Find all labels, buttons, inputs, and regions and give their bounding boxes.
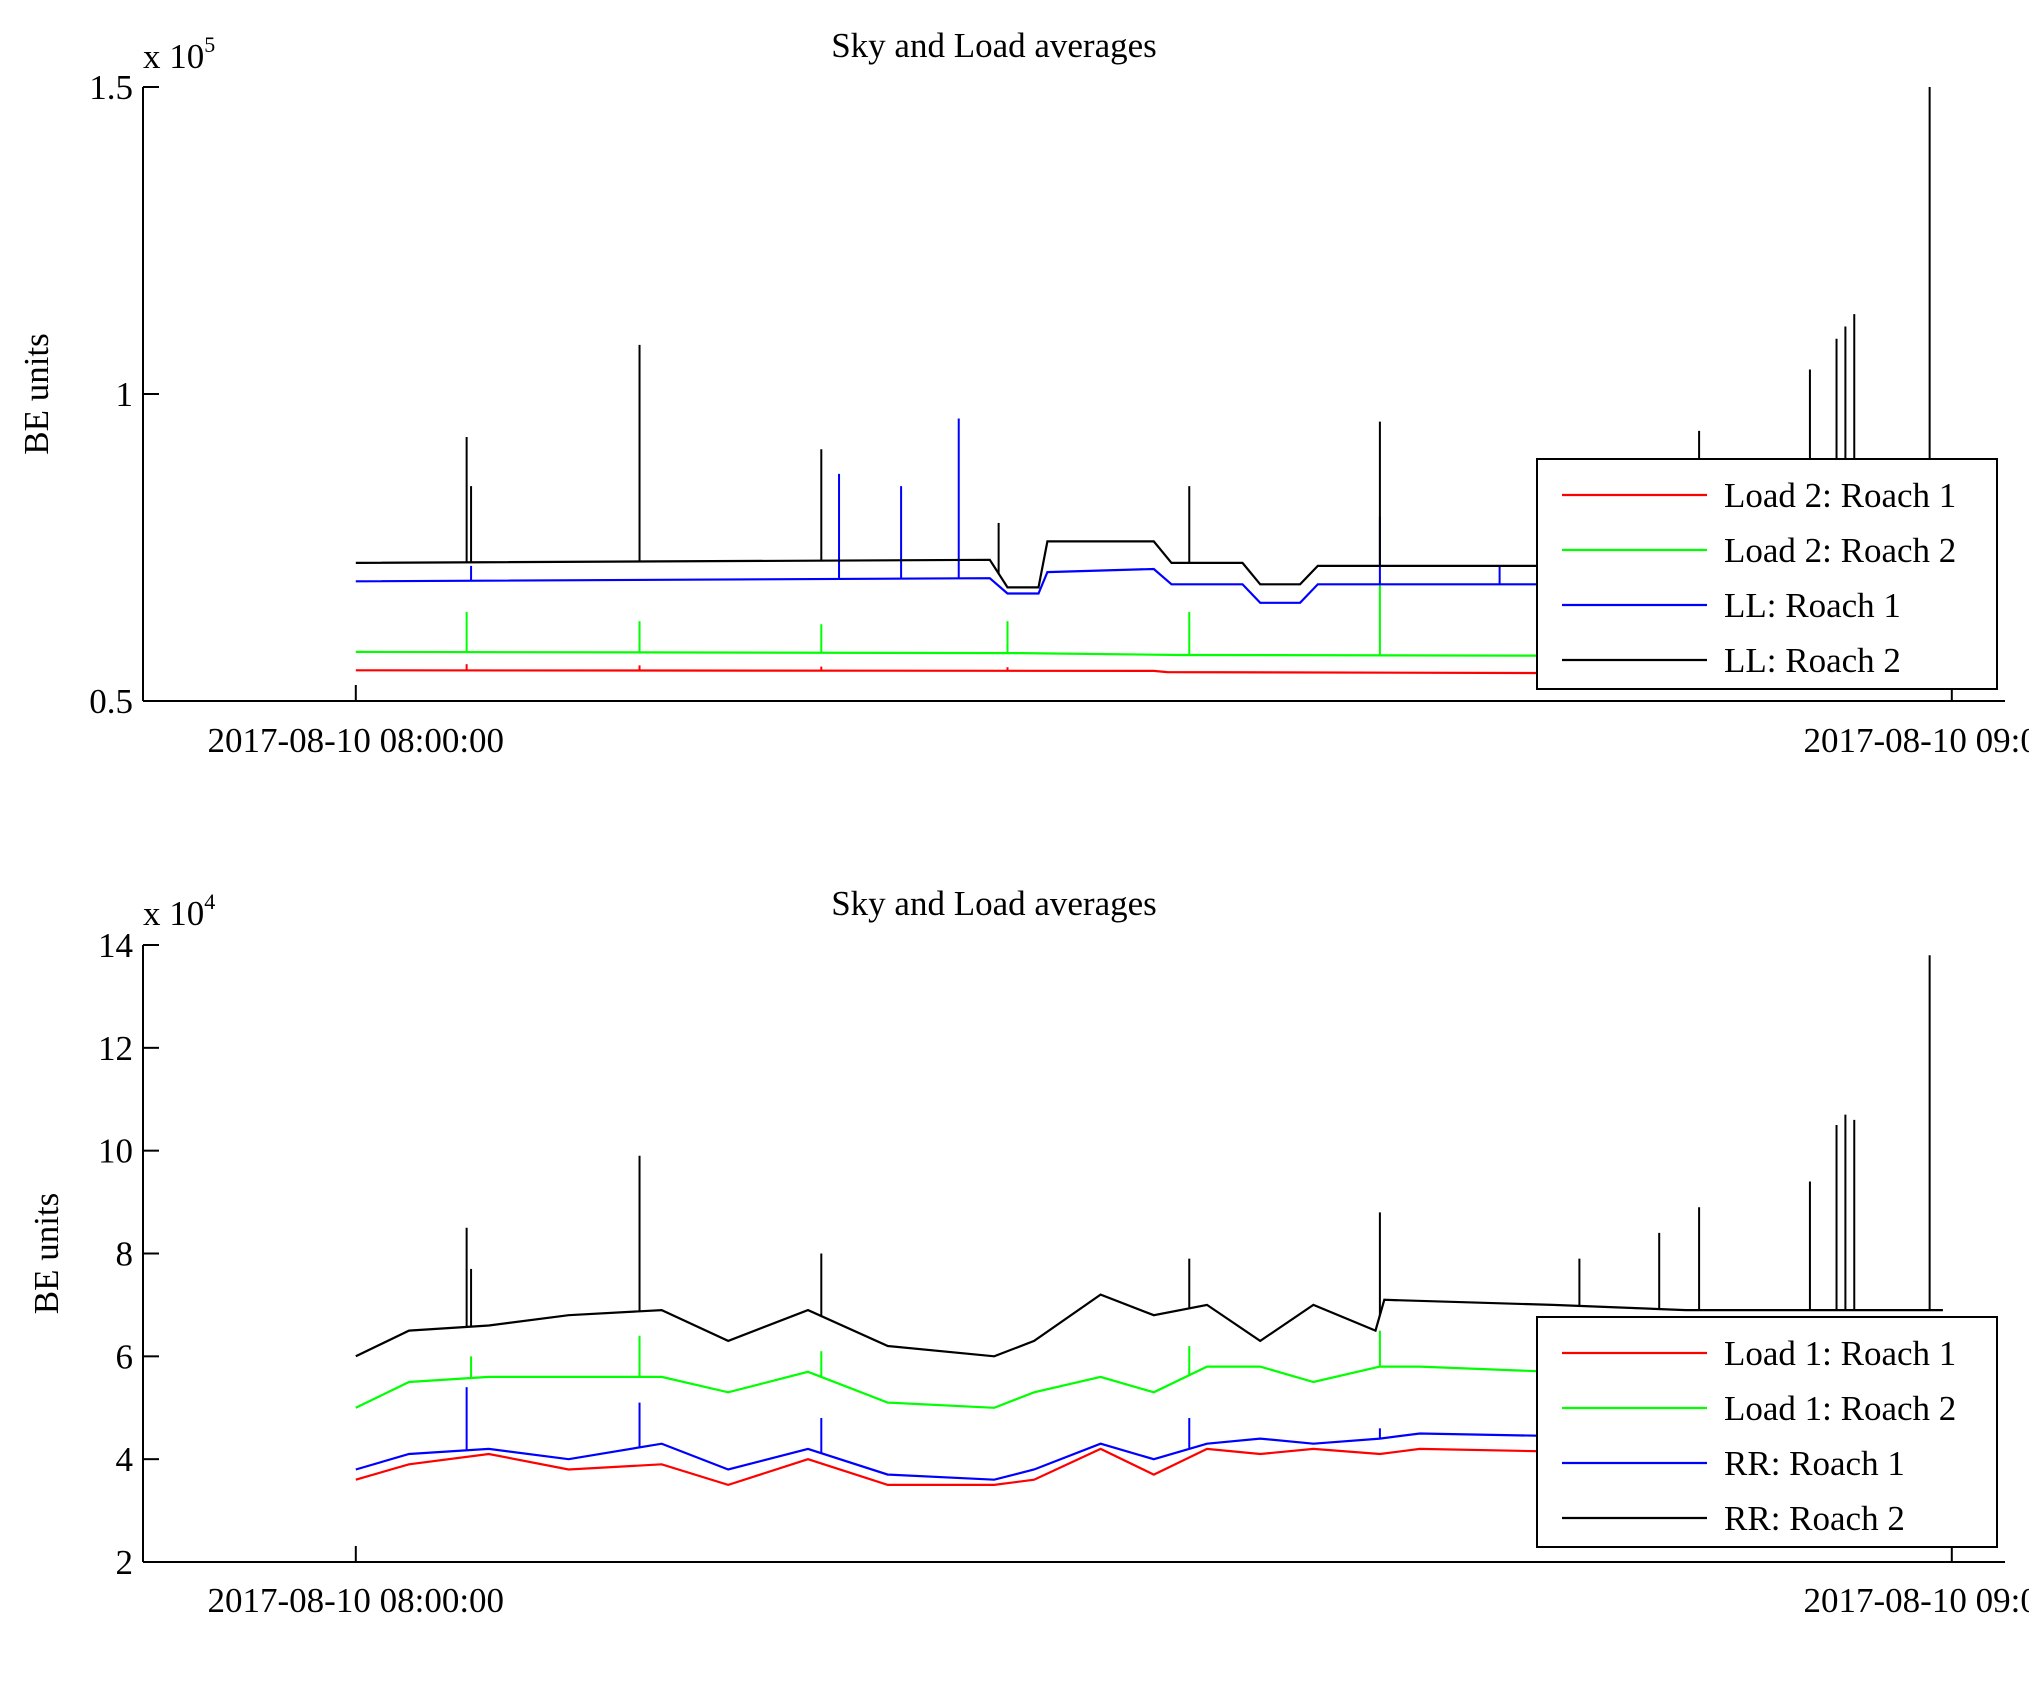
y-tick-label: 1	[116, 375, 134, 414]
series-line	[355, 540, 1793, 589]
legend-label: Load 2: Roach 1	[1724, 476, 1956, 515]
y-tick-label: 0.5	[89, 682, 133, 721]
legend-box	[1536, 1316, 1998, 1548]
y-multiplier-base: x 10	[143, 894, 204, 933]
y-tick-label: 8	[116, 1235, 134, 1274]
y-multiplier-exponent: 5	[204, 32, 215, 57]
y-tick-label: 4	[116, 1440, 134, 1479]
y-tick-label: 6	[116, 1337, 134, 1376]
y-multiplier-exponent: 4	[204, 889, 215, 914]
legend-box	[1536, 458, 1998, 690]
y-tick-label: 12	[98, 1029, 133, 1068]
y-tick-label: 2	[116, 1543, 134, 1582]
legend-label: LL: Roach 1	[1724, 586, 1901, 625]
legend-label: Load 1: Roach 1	[1724, 1334, 1956, 1373]
y-axis-label: BE units	[17, 333, 56, 455]
series-line	[355, 1365, 1943, 1409]
series-line	[355, 1293, 1943, 1358]
chart-title: Sky and Load averages	[831, 26, 1157, 65]
chart-title: Sky and Load averages	[831, 884, 1157, 923]
legend-label: LL: Roach 2	[1724, 641, 1901, 680]
x-tick-label: 2017-08-10 09:00:00	[1804, 721, 2029, 760]
legend-label: RR: Roach 1	[1724, 1444, 1905, 1483]
series-line	[355, 1432, 1943, 1481]
legend-label: RR: Roach 2	[1724, 1499, 1905, 1538]
y-multiplier: x 104	[143, 889, 215, 933]
x-tick-label: 2017-08-10 08:00:00	[208, 721, 505, 760]
legend-label: Load 2: Roach 2	[1724, 531, 1956, 570]
y-axis-label: BE units	[27, 1193, 66, 1315]
y-multiplier-base: x 10	[143, 37, 204, 76]
x-tick-label: 2017-08-10 08:00:00	[208, 1581, 505, 1620]
legend-label: Load 1: Roach 2	[1724, 1389, 1956, 1428]
chart-top: Sky and Load averages BE units x 105 0.5 1 1.…	[17, 26, 2029, 760]
series-line	[355, 567, 1793, 604]
series-line	[355, 1447, 1943, 1487]
y-tick-label: 14	[98, 926, 133, 965]
y-tick-label: 1.5	[89, 68, 133, 107]
x-tick-label: 2017-08-10 09:00:00	[1804, 1581, 2029, 1620]
y-multiplier: x 105	[143, 32, 215, 76]
y-tick-label: 10	[98, 1132, 133, 1171]
